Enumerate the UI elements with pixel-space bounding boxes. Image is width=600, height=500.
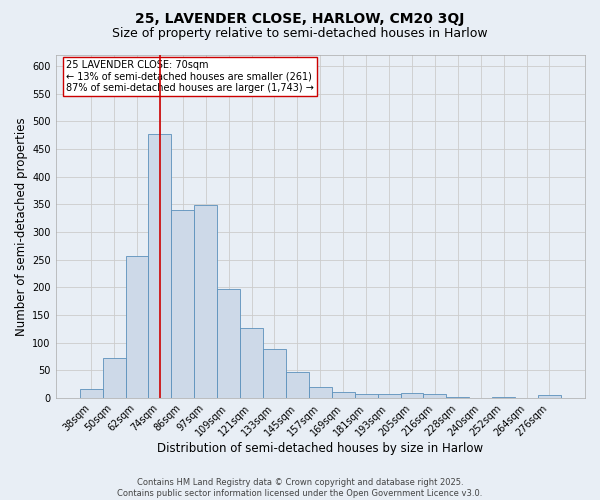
Bar [172, 210, 194, 398]
Text: Contains HM Land Registry data © Crown copyright and database right 2025.
Contai: Contains HM Land Registry data © Crown c… [118, 478, 482, 498]
Bar [103, 358, 125, 398]
Bar [125, 256, 148, 398]
Bar [309, 388, 332, 398]
Bar [240, 328, 263, 398]
Bar [355, 394, 377, 398]
Bar [263, 350, 286, 398]
Bar [148, 134, 172, 398]
Bar [377, 394, 401, 398]
Bar [492, 397, 515, 398]
Bar [538, 395, 561, 398]
Bar [286, 372, 309, 398]
Bar [332, 392, 355, 398]
Bar [80, 388, 103, 398]
Bar [424, 394, 446, 398]
Bar [446, 397, 469, 398]
Text: Size of property relative to semi-detached houses in Harlow: Size of property relative to semi-detach… [112, 28, 488, 40]
Bar [194, 206, 217, 398]
X-axis label: Distribution of semi-detached houses by size in Harlow: Distribution of semi-detached houses by … [157, 442, 484, 455]
Bar [217, 289, 240, 398]
Text: 25, LAVENDER CLOSE, HARLOW, CM20 3QJ: 25, LAVENDER CLOSE, HARLOW, CM20 3QJ [136, 12, 464, 26]
Text: 25 LAVENDER CLOSE: 70sqm
← 13% of semi-detached houses are smaller (261)
87% of : 25 LAVENDER CLOSE: 70sqm ← 13% of semi-d… [66, 60, 314, 94]
Bar [401, 393, 424, 398]
Y-axis label: Number of semi-detached properties: Number of semi-detached properties [15, 117, 28, 336]
